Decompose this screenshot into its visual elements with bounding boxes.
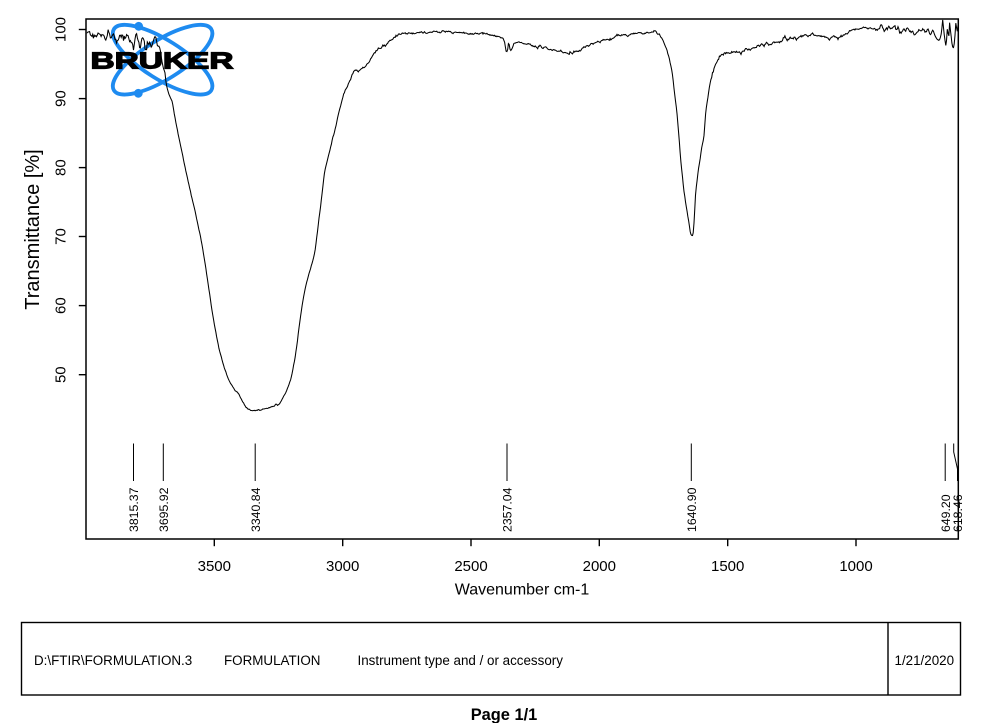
svg-text:100: 100	[53, 17, 70, 42]
svg-text:618.46: 618.46	[951, 494, 965, 532]
svg-text:2000: 2000	[583, 558, 616, 575]
svg-text:Transmittance [%]: Transmittance [%]	[22, 149, 44, 309]
svg-text:1/21/2020: 1/21/2020	[895, 653, 955, 668]
svg-text:70: 70	[53, 228, 70, 245]
svg-text:3815.37: 3815.37	[127, 487, 141, 532]
svg-text:2500: 2500	[454, 558, 487, 575]
svg-text:2357.04: 2357.04	[501, 487, 515, 532]
svg-text:Instrument type and / or acces: Instrument type and / or accessory	[358, 653, 564, 668]
svg-text:649.20: 649.20	[939, 494, 953, 532]
svg-text:3695.92: 3695.92	[157, 487, 171, 532]
svg-text:FORMULATION: FORMULATION	[224, 653, 320, 668]
svg-text:1640.90: 1640.90	[685, 487, 699, 532]
svg-text:3500: 3500	[198, 558, 231, 575]
svg-text:50: 50	[53, 366, 70, 383]
svg-text:3340.84: 3340.84	[249, 487, 263, 532]
svg-text:D:\FTIR\FORMULATION.3: D:\FTIR\FORMULATION.3	[34, 653, 192, 668]
svg-text:3000: 3000	[326, 558, 359, 575]
svg-text:80: 80	[53, 159, 70, 176]
svg-text:Page 1/1: Page 1/1	[471, 706, 538, 723]
svg-text:1000: 1000	[839, 558, 872, 575]
svg-text:1500: 1500	[711, 558, 744, 575]
svg-text:Wavenumber cm-1: Wavenumber cm-1	[455, 582, 590, 599]
svg-text:90: 90	[53, 90, 70, 107]
svg-text:60: 60	[53, 297, 70, 314]
